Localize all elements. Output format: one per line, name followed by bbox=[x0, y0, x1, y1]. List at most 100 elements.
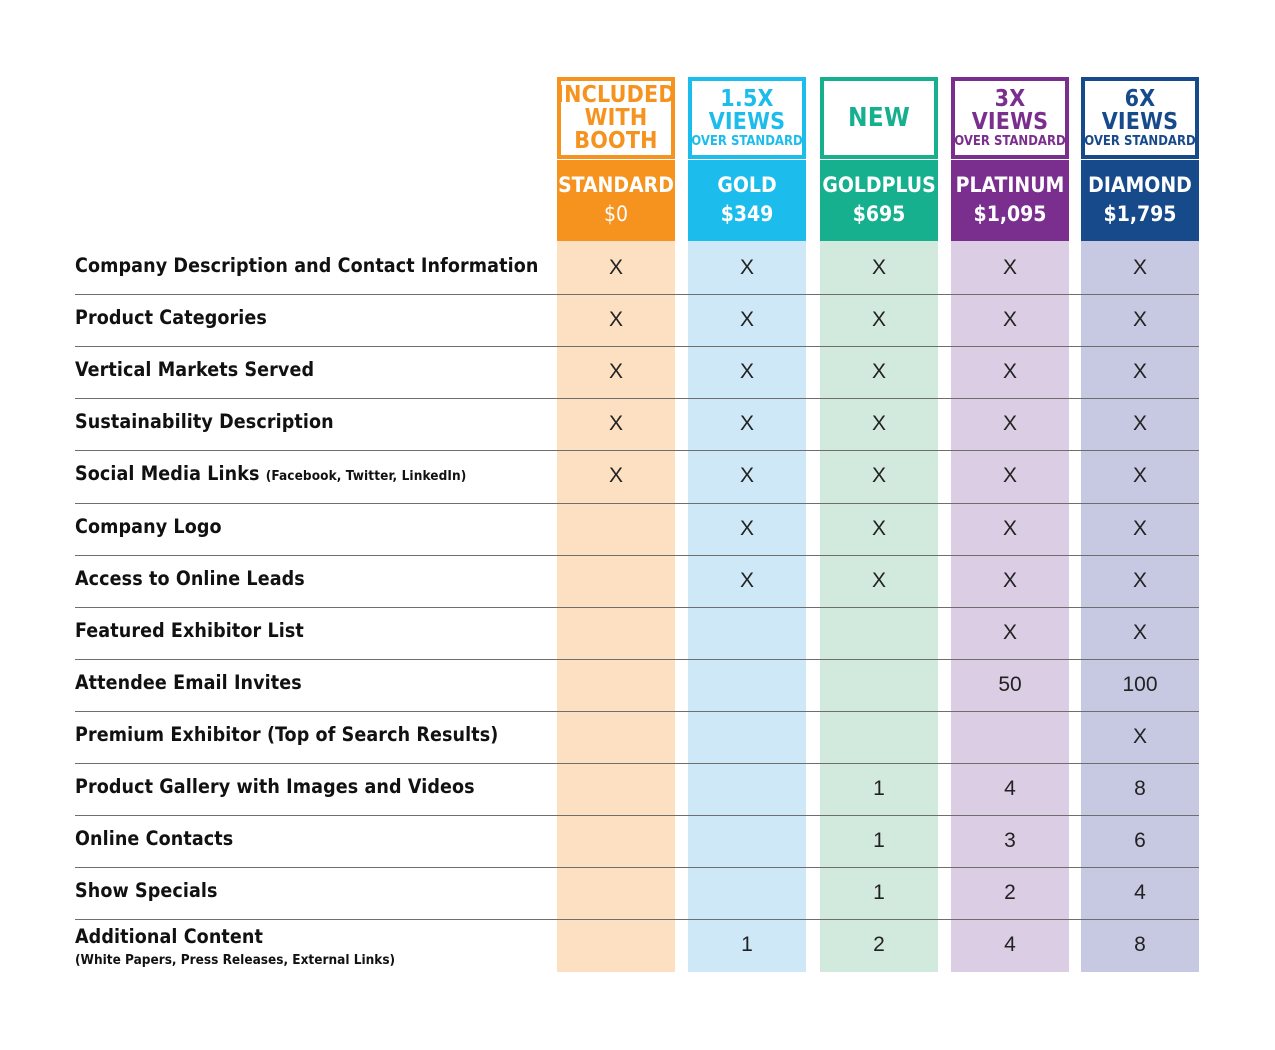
row-divider bbox=[75, 555, 1199, 556]
cell-goldplus: X bbox=[871, 412, 886, 436]
feature-name: Online Contacts bbox=[75, 827, 234, 851]
cell-platinum: X bbox=[1002, 360, 1017, 384]
feature-name: Access to Online Leads bbox=[75, 566, 305, 590]
cell-gold: X bbox=[739, 568, 754, 592]
tier-header-gold: GOLD $349 bbox=[688, 160, 806, 241]
cell-diamond: X bbox=[1132, 256, 1147, 279]
cell-goldplus: X bbox=[871, 568, 886, 592]
tier-header-standard: STANDARD $0 bbox=[557, 160, 675, 241]
feature-label: Vertical Markets Served bbox=[75, 358, 314, 381]
badge-gold: 1.5X VIEWS OVER STANDARD bbox=[688, 77, 806, 159]
row-divider bbox=[75, 919, 1199, 920]
feature-name: Attendee Email Invites bbox=[75, 670, 302, 694]
cell-platinum: X bbox=[1002, 256, 1017, 279]
badge-line: 1.5X bbox=[720, 85, 774, 112]
feature-label: Premium Exhibitor (Top of Search Results… bbox=[75, 723, 498, 746]
cell-diamond: 8 bbox=[1134, 933, 1146, 957]
feature-name: Company Description and Contact Informat… bbox=[75, 254, 539, 277]
feature-label: Sustainability Description bbox=[75, 410, 334, 433]
cell-diamond: 100 bbox=[1122, 672, 1158, 696]
feature-name: Sustainability Description bbox=[75, 410, 334, 434]
cell-diamond: 8 bbox=[1134, 777, 1146, 800]
feature-label: Access to Online Leads bbox=[75, 567, 305, 590]
cell-gold: 1 bbox=[741, 933, 753, 957]
feature-label: Company Logo bbox=[75, 515, 222, 538]
row-divider bbox=[75, 450, 1199, 451]
tier-name: STANDARD bbox=[558, 173, 674, 197]
tier-name: DIAMOND bbox=[1088, 173, 1192, 197]
row-divider bbox=[75, 346, 1199, 347]
cell-diamond: X bbox=[1132, 724, 1147, 748]
feature-note: (White Papers, Press Releases, External … bbox=[75, 952, 396, 969]
tier-name: GOLD bbox=[717, 173, 777, 197]
feature-label: Product Gallery with Images and Videos bbox=[75, 775, 475, 798]
badge-line: 3X bbox=[994, 85, 1026, 112]
cell-platinum: X bbox=[1002, 568, 1017, 592]
cell-diamond: 4 bbox=[1134, 881, 1146, 905]
feature-name: Social Media Links bbox=[75, 462, 260, 486]
row-divider bbox=[75, 294, 1199, 295]
feature-label: Attendee Email Invites bbox=[75, 671, 302, 694]
badge-line: VIEWS bbox=[708, 108, 786, 135]
cell-goldplus: X bbox=[871, 256, 886, 279]
feature-name: Company Logo bbox=[75, 514, 222, 538]
badge-goldplus: NEW bbox=[820, 77, 938, 159]
feature-name: Vertical Markets Served bbox=[75, 358, 315, 382]
cell-standard: X bbox=[608, 464, 623, 488]
tier-name: PLATINUM bbox=[955, 173, 1065, 197]
row-divider bbox=[75, 711, 1199, 712]
cell-diamond: X bbox=[1132, 620, 1147, 644]
cell-gold: X bbox=[739, 308, 754, 332]
cell-goldplus: X bbox=[871, 308, 886, 332]
cell-gold: X bbox=[739, 412, 754, 436]
tier-header-diamond: DIAMOND $1,795 bbox=[1081, 160, 1199, 241]
feature-name: Additional Content bbox=[75, 925, 263, 949]
cell-standard: X bbox=[608, 256, 623, 279]
badge-subtext: OVER STANDARD bbox=[1084, 133, 1196, 149]
feature-label: Social Media Links (Facebook, Twitter, L… bbox=[75, 462, 466, 485]
tier-header-goldplus: GOLDPLUS $695 bbox=[820, 160, 938, 241]
column-background-standard bbox=[557, 240, 675, 972]
feature-label: Product Categories bbox=[75, 306, 267, 329]
row-divider bbox=[75, 867, 1199, 868]
tier-price: $1,095 bbox=[973, 202, 1047, 226]
row-divider bbox=[75, 607, 1199, 608]
cell-platinum: 3 bbox=[1004, 829, 1016, 853]
badge-line: NEW bbox=[848, 102, 910, 133]
cell-gold: X bbox=[739, 516, 754, 540]
cell-goldplus: X bbox=[871, 360, 886, 384]
badge-line: BOOTH bbox=[574, 127, 658, 154]
badge-line: VIEWS bbox=[971, 108, 1049, 135]
badge-standard: INCLUDED WITH BOOTH bbox=[556, 77, 676, 159]
cell-diamond: X bbox=[1132, 412, 1147, 436]
cell-diamond: X bbox=[1132, 308, 1147, 332]
cell-standard: X bbox=[608, 360, 623, 384]
column-background-diamond bbox=[1081, 240, 1199, 972]
cell-platinum: 50 bbox=[998, 672, 1022, 696]
cell-platinum: X bbox=[1002, 516, 1017, 540]
tier-price: $1,795 bbox=[1103, 202, 1177, 226]
cell-platinum: X bbox=[1002, 308, 1017, 332]
feature-name: Product Categories bbox=[75, 306, 267, 330]
cell-platinum: 4 bbox=[1004, 777, 1016, 800]
cell-goldplus: X bbox=[871, 464, 886, 488]
cell-diamond: X bbox=[1132, 516, 1147, 540]
cell-standard: X bbox=[608, 308, 623, 332]
row-divider bbox=[75, 659, 1199, 660]
cell-platinum: 2 bbox=[1004, 881, 1016, 905]
row-divider bbox=[75, 503, 1199, 504]
cell-platinum: X bbox=[1002, 620, 1017, 644]
feature-name: Product Gallery with Images and Videos bbox=[75, 775, 475, 798]
feature-label: Featured Exhibitor List bbox=[75, 619, 304, 642]
row-divider bbox=[75, 815, 1199, 816]
feature-label: Online Contacts bbox=[75, 827, 233, 850]
feature-label: Company Description and Contact Informat… bbox=[75, 254, 538, 277]
cell-gold: X bbox=[739, 256, 754, 279]
cell-goldplus: 2 bbox=[873, 933, 885, 957]
cell-platinum: X bbox=[1002, 412, 1017, 436]
tier-price: $349 bbox=[720, 202, 774, 226]
cell-gold: X bbox=[739, 464, 754, 488]
badge-line: 6X bbox=[1124, 85, 1156, 112]
cell-platinum: 4 bbox=[1004, 933, 1016, 957]
column-background-goldplus bbox=[820, 240, 938, 972]
